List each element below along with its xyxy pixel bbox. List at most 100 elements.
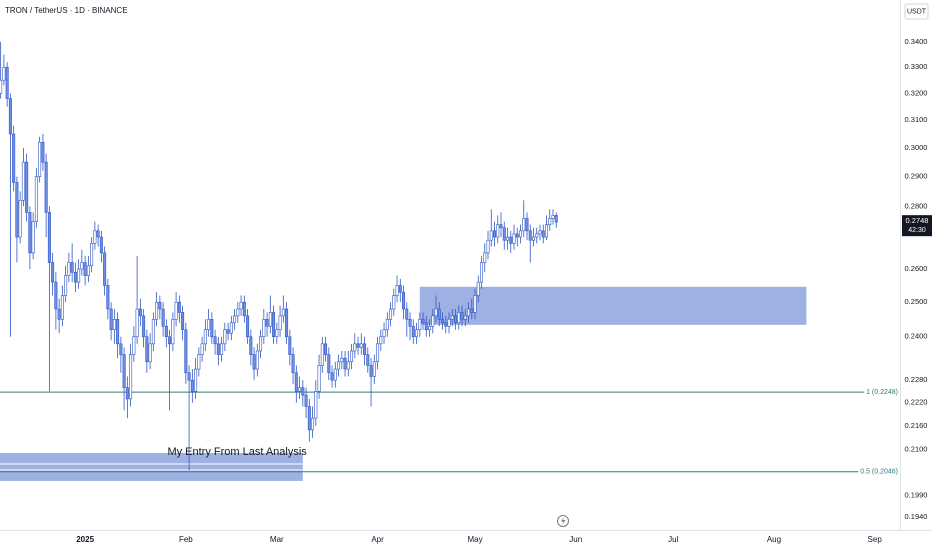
y-tick-label: 0.2800 — [905, 201, 928, 210]
x-tick-label: Mar — [270, 535, 284, 544]
candle-body — [197, 354, 201, 370]
candle-body — [220, 343, 224, 355]
candle-body — [463, 315, 467, 320]
alert-icon-bolt[interactable] — [561, 517, 566, 525]
candle-body — [41, 141, 45, 163]
plot: My Entry From Last Analysis 1 (0.2248) 0.5… — [0, 41, 900, 481]
candle-body — [96, 230, 100, 238]
candle-body — [379, 336, 383, 345]
candle-body — [70, 262, 74, 273]
candle-body — [34, 176, 38, 222]
candle-body — [519, 230, 523, 238]
candle-body — [51, 262, 55, 283]
candle-body — [415, 329, 419, 338]
candle-body — [522, 218, 526, 232]
candle-body — [330, 372, 334, 381]
candle-body — [38, 141, 42, 177]
candle-body — [460, 312, 464, 320]
candle-body — [499, 224, 503, 229]
candle-body — [213, 336, 217, 345]
candle-body — [382, 329, 386, 338]
candle-body — [437, 308, 441, 320]
candle-body — [532, 236, 536, 241]
candle-body — [395, 285, 399, 296]
candle-body — [337, 361, 341, 370]
candle-body — [340, 357, 344, 363]
candle-body — [164, 325, 168, 338]
candle-body — [291, 354, 295, 374]
y-tick-label: 0.3000 — [905, 143, 928, 152]
candle-body — [226, 329, 230, 334]
candle-body — [288, 336, 292, 355]
candle-body — [77, 268, 81, 283]
candle-body — [200, 343, 204, 355]
x-tick-label: Jun — [569, 535, 582, 544]
candle-body — [184, 329, 188, 374]
candle-body — [324, 343, 328, 355]
candle-body — [171, 318, 175, 345]
candle-body — [343, 357, 347, 370]
candle-body — [255, 350, 259, 370]
candle-body — [151, 318, 155, 345]
candle-body — [509, 236, 513, 244]
candle-body — [434, 308, 438, 317]
candle-body — [177, 301, 181, 313]
candle-body — [174, 301, 178, 320]
level-label-bg — [864, 388, 900, 396]
x-tick-label: May — [467, 535, 482, 544]
candle-body — [548, 218, 552, 225]
candle-body — [236, 308, 240, 317]
candle-body — [470, 308, 474, 313]
candle-body — [304, 394, 308, 407]
currency-label[interactable]: USDT — [907, 8, 927, 15]
candle-body — [356, 343, 360, 348]
candle-body — [408, 318, 412, 327]
candle-body — [480, 262, 484, 283]
candle-body — [67, 262, 71, 276]
zone — [419, 286, 807, 325]
candle-body — [28, 212, 32, 254]
candle-body — [2, 66, 6, 81]
candle-body — [421, 318, 425, 324]
candle-body — [80, 262, 84, 270]
y-tick-label: 0.2400 — [905, 332, 928, 341]
candle-body — [44, 161, 48, 213]
candle-body — [405, 308, 409, 320]
candle-body — [376, 343, 380, 363]
candle-body — [525, 218, 529, 232]
candle-body — [161, 308, 165, 327]
candle-body — [502, 227, 506, 241]
level-label: 1 (0.2248) — [866, 389, 898, 396]
y-tick-label: 0.2280 — [905, 375, 928, 384]
alert-icon[interactable] — [557, 515, 569, 527]
candle-body — [350, 350, 354, 363]
candle-body — [12, 133, 16, 183]
candle-body — [272, 312, 276, 338]
candle-body — [242, 301, 246, 317]
candle-body — [418, 318, 422, 331]
candle-body — [31, 221, 35, 254]
candle-body — [411, 325, 415, 338]
candle-body — [515, 233, 519, 238]
zone — [0, 452, 303, 481]
candle-body — [125, 387, 129, 400]
y-tick-label: 0.2220 — [905, 398, 928, 407]
candle-body — [320, 343, 324, 366]
y-tick-label: 0.1940 — [905, 512, 928, 521]
y-tick-label: 0.1990 — [905, 490, 928, 499]
candle-body — [454, 315, 458, 324]
countdown-label: 42:30 — [908, 227, 926, 234]
y-tick-label: 0.2160 — [905, 421, 928, 430]
candle-body — [278, 315, 282, 331]
candle-body — [249, 336, 253, 355]
candle-body — [129, 354, 133, 400]
candle-body — [424, 322, 428, 331]
y-tick-label: 0.2100 — [905, 445, 928, 454]
currency-button[interactable] — [904, 3, 929, 20]
y-tick-label: 0.3300 — [905, 62, 928, 71]
candle-body — [450, 315, 454, 320]
candle-body — [301, 387, 305, 396]
candle-body — [181, 312, 185, 331]
